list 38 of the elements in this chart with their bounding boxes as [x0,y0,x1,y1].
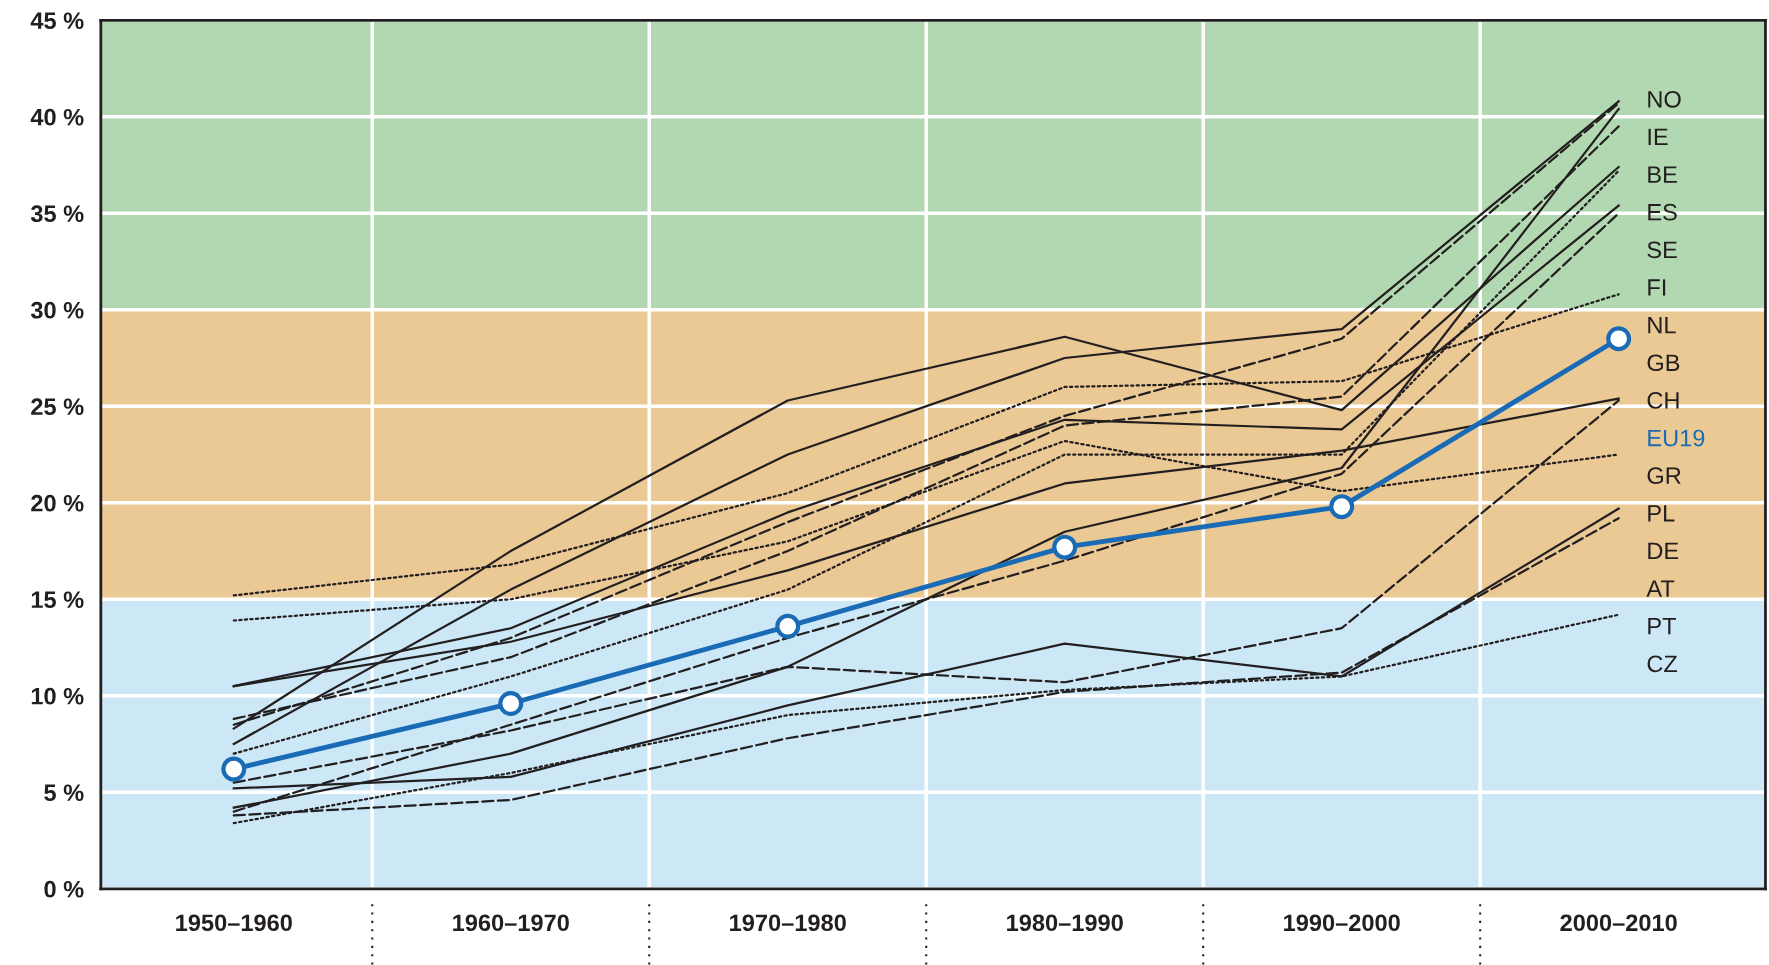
text: NL [1648,317,1676,334]
text: BE [1648,166,1677,183]
y-tick-label: 20 % [31,494,84,512]
text: ES [1648,203,1677,221]
x-tick-label: 1980–1990 [1007,914,1123,932]
x-tick-label: 2000–2010 [1560,914,1677,932]
y-tick-label: 40 % [30,108,84,126]
y-tick-label: 35 % [30,205,84,223]
y-tick-label: 10 % [31,687,84,705]
y-tick-label: 5 % [44,784,84,802]
x-tick-label: 1950–1960 [176,914,292,932]
y-tick-label: 30 % [30,301,84,319]
text: SE [1647,241,1677,259]
y-tick-label: 0 % [44,880,84,898]
text: PT [1648,618,1676,635]
y-tick-label: 45 % [30,12,84,30]
point [498,690,524,716]
x-tick-label: 1970–1980 [730,914,846,932]
text: GR [1647,467,1681,485]
text: GB [1647,354,1680,372]
text: CZ [1647,655,1678,673]
text: EU19 [1648,429,1705,447]
series-label: NO [1648,90,1681,108]
y-tick-label: 15 % [31,591,84,609]
point [775,613,801,639]
text: CH [1647,392,1679,409]
series-label: IE [1648,128,1668,146]
point [1052,534,1078,560]
text: PL [1648,505,1675,522]
point [221,756,247,782]
x-tick-label: 1990–2000 [1284,914,1400,932]
point [1329,494,1355,520]
y-tick-label: 25 % [31,398,84,416]
x-tick-label: 1960–1970 [453,914,569,932]
text: DE [1648,542,1679,560]
point [1606,326,1632,352]
text: FI [1648,279,1666,296]
text: AT [1646,580,1675,597]
